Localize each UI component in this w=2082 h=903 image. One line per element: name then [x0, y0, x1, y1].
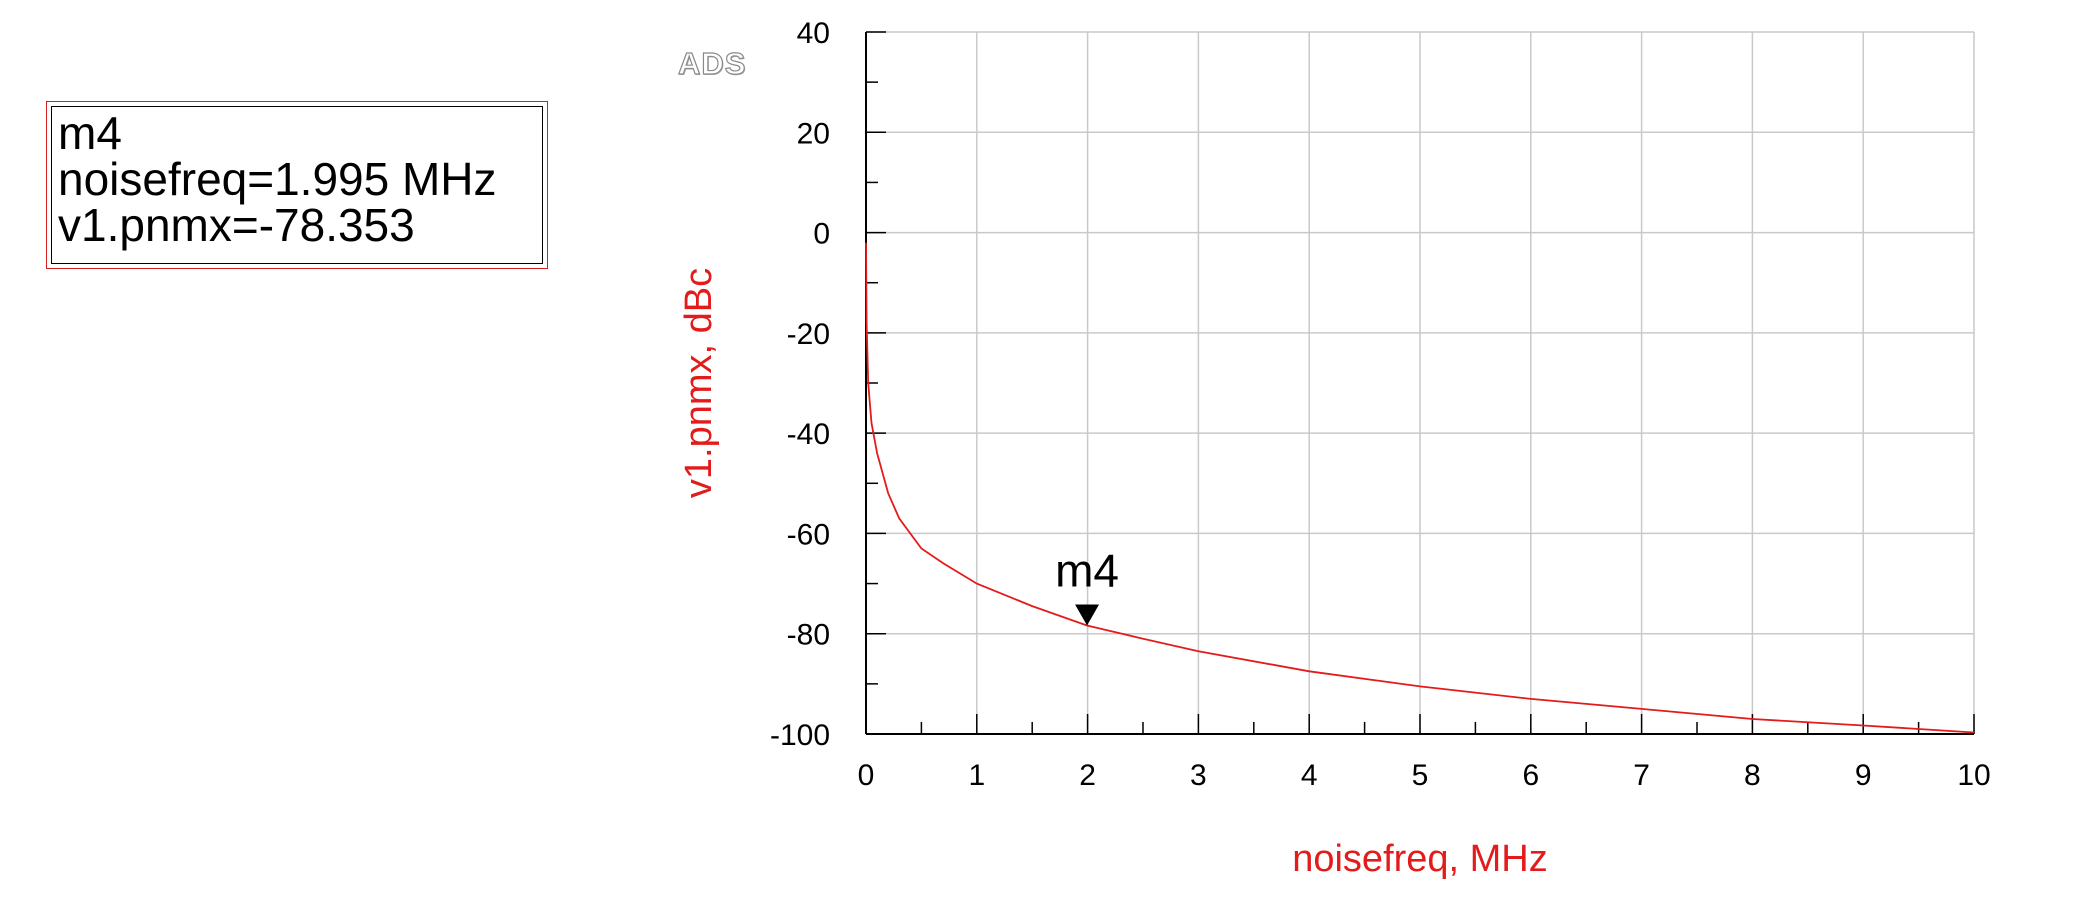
marker-readout-name: m4	[58, 107, 122, 159]
x-tick-label: 0	[858, 759, 875, 792]
x-tick-labels: 0 1 2 3 4 5 6 7 8 9 10	[858, 759, 1991, 792]
x-tick-label: 8	[1744, 759, 1761, 792]
marker-readout-y-value: v1.pnmx=-78.353	[58, 199, 415, 251]
x-tick-label: 3	[1190, 759, 1207, 792]
marker-label: m4	[1055, 544, 1119, 596]
plot-axes	[865, 32, 1974, 735]
y-tick-label: 0	[813, 218, 830, 251]
x-tick-label: 10	[1957, 759, 1990, 792]
y-axis-title: v1.pnmx, dBc	[678, 268, 720, 498]
x-tick-label: 6	[1522, 759, 1539, 792]
ads-logo: ADS	[677, 45, 747, 81]
x-tick-label: 1	[968, 759, 985, 792]
marker-triangle	[1075, 604, 1100, 626]
marker-readout-x-value: noisefreq=1.995 MHz	[58, 153, 497, 205]
y-tick-label: -60	[787, 518, 830, 551]
y-tick-label: 40	[797, 17, 830, 50]
x-tick-label: 5	[1412, 759, 1429, 792]
y-tick-label: -20	[787, 318, 830, 351]
y-tick-labels: 40 20 0 -20 -40 -60 -80 -100	[770, 17, 830, 752]
series-layer	[865, 242, 1975, 734]
y-tick-label: 20	[797, 117, 830, 150]
marker-layer: m4	[1055, 544, 1119, 626]
marker-readout-content: m4 noisefreq=1.995 MHz v1.pnmx=-78.353	[51, 106, 543, 264]
y-tick-label: -100	[770, 719, 830, 752]
x-tick-label: 7	[1633, 759, 1650, 792]
x-tick-label: 9	[1855, 759, 1872, 792]
grid-lines	[866, 31, 1975, 734]
series-line	[865, 242, 1975, 734]
marker-readout-box[interactable]: m4 noisefreq=1.995 MHz v1.pnmx=-78.353	[46, 101, 548, 269]
y-tick-label: -40	[787, 418, 830, 451]
y-tick-label: -80	[787, 619, 830, 652]
x-tick-label: 2	[1079, 759, 1096, 792]
x-axis-title: noisefreq, MHz	[1292, 838, 1548, 880]
x-tick-label: 4	[1301, 759, 1318, 792]
